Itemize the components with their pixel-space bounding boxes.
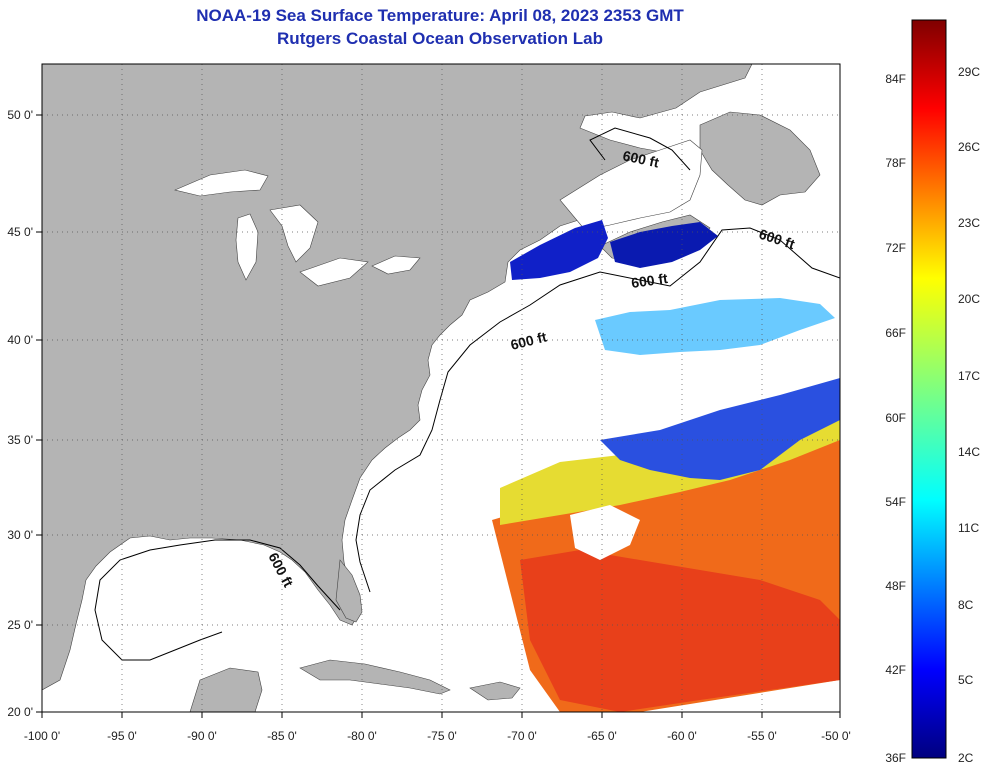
colorbar-f-label: 42F <box>885 663 906 677</box>
sst-red-core <box>520 550 840 712</box>
lat-label: 35 0' <box>7 433 33 447</box>
lon-label: -70 0' <box>507 729 537 743</box>
colorbar-c-label: 5C <box>958 673 974 687</box>
map-subtitle: Rutgers Coastal Ocean Observation Lab <box>277 29 603 48</box>
colorbar-f-label: 66F <box>885 326 906 340</box>
colorbar-c-label: 8C <box>958 598 974 612</box>
axis-ticks <box>36 114 841 718</box>
colorbar-c-label: 17C <box>958 369 980 383</box>
colorbar-f-label: 36F <box>885 751 906 765</box>
isobath-label-gulf-stlawrence: 600 ft <box>621 147 660 170</box>
lat-label: 30 0' <box>7 528 33 542</box>
graticule <box>42 64 840 712</box>
lon-label: -90 0' <box>187 729 217 743</box>
lon-label: -100 0' <box>24 729 60 743</box>
cuba-land <box>299 659 451 695</box>
lat-label: 25 0' <box>7 618 33 632</box>
yucatan-land <box>189 667 263 712</box>
lon-label: -80 0' <box>347 729 377 743</box>
lon-label: -65 0' <box>587 729 617 743</box>
colorbar-fahrenheit: 36F 42F 48F 54F 60F 66F 72F 78F 84F <box>885 72 906 765</box>
colorbar <box>911 19 947 759</box>
sst-gulf-of-maine <box>510 220 608 280</box>
sst-scotian-shelf <box>610 222 718 268</box>
lat-label: 20 0' <box>7 705 33 719</box>
lat-label: 45 0' <box>7 225 33 239</box>
hispaniola-land <box>469 681 521 701</box>
isobath-label-georges-bank: 600 ft <box>630 270 669 291</box>
lon-label: -75 0' <box>427 729 457 743</box>
colorbar-c-label: 14C <box>958 445 980 459</box>
gulf-of-st-lawrence <box>559 139 703 231</box>
lon-label: -85 0' <box>267 729 297 743</box>
lat-label: 40 0' <box>7 333 33 347</box>
colorbar-c-label: 29C <box>958 65 980 79</box>
longitude-labels: -100 0' -95 0' -90 0' -85 0' -80 0' -75 … <box>24 729 851 743</box>
lon-label: -60 0' <box>667 729 697 743</box>
colorbar-c-label: 23C <box>958 216 980 230</box>
colorbar-c-label: 26C <box>958 140 980 154</box>
colorbar-f-label: 72F <box>885 241 906 255</box>
colorbar-f-label: 54F <box>885 495 906 509</box>
colorbar-c-label: 20C <box>958 292 980 306</box>
sst-blue-band <box>600 378 840 480</box>
newfoundland-land <box>699 111 821 206</box>
sst-cloud-gap <box>570 505 640 560</box>
colorbar-f-label: 60F <box>885 411 906 425</box>
isobath-600ft-line <box>94 127 840 661</box>
colorbar-f-label: 84F <box>885 72 906 86</box>
lon-label: -50 0' <box>821 729 851 743</box>
colorbar-c-label: 11C <box>958 521 979 535</box>
colorbar-celsius: 2C 5C 8C 11C 14C 17C 20C 23C 26C 29C <box>958 65 980 765</box>
latitude-labels: 20 0' 25 0' 30 0' 35 0' 40 0' 45 0' 50 0… <box>7 108 33 719</box>
lon-label: -55 0' <box>747 729 777 743</box>
sst-patch-north <box>595 298 835 355</box>
lon-label: -95 0' <box>107 729 137 743</box>
florida-tip-land <box>335 559 363 623</box>
colorbar-c-label: 2C <box>958 751 974 765</box>
map-title: NOAA-19 Sea Surface Temperature: April 0… <box>196 6 684 25</box>
colorbar-f-label: 48F <box>885 579 906 593</box>
lat-label: 50 0' <box>7 108 33 122</box>
colorbar-f-label: 78F <box>885 156 906 170</box>
